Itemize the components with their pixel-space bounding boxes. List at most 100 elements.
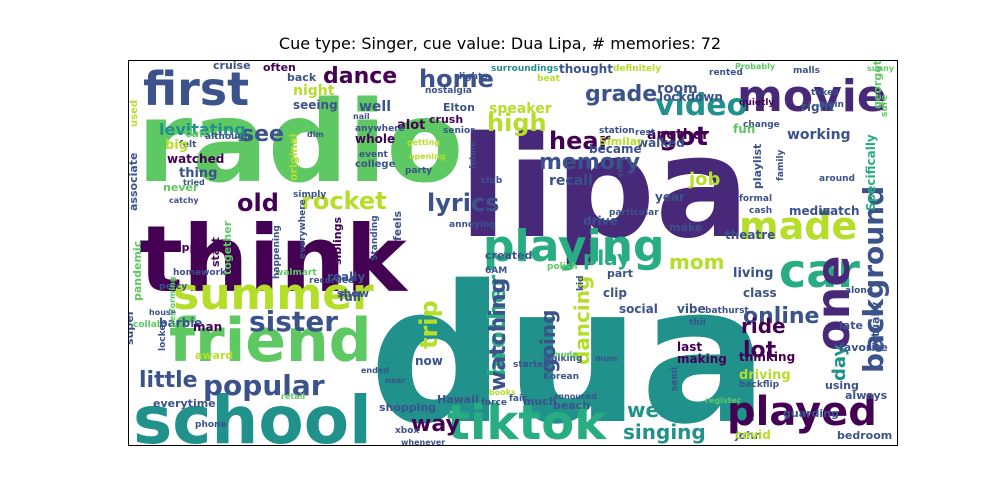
word-old: old <box>237 189 279 217</box>
word-main: main <box>819 100 844 110</box>
word-percy: percy <box>159 282 187 292</box>
word-walked: walked <box>637 136 685 150</box>
word-together: together <box>221 220 234 275</box>
word-korean: Korean <box>543 372 579 382</box>
word-working: working <box>787 127 851 143</box>
word-formal: formal <box>739 194 772 204</box>
word-walmart: walmart <box>275 268 317 278</box>
word-register: register <box>705 396 741 405</box>
figure-title: Cue type: Singer, cue value: Dua Lipa, #… <box>278 34 722 53</box>
word-day: day <box>829 345 850 381</box>
word-watched: watched <box>167 152 224 166</box>
word-trip: trip <box>415 300 443 349</box>
word-malls: malls <box>793 66 820 76</box>
word-performing: performing <box>168 276 177 327</box>
word-class: class <box>743 286 777 300</box>
word-polish: polish <box>547 262 578 272</box>
word-specifically: Specifically <box>864 134 878 211</box>
word-homework: homework <box>173 268 227 278</box>
word-john: john <box>734 429 762 442</box>
word-getting: getting <box>407 138 440 147</box>
word-ended: ended <box>361 366 389 375</box>
word-lights: lights <box>459 72 488 82</box>
word-georgetown: georgetown <box>871 61 884 109</box>
word-retail: retail <box>281 392 305 401</box>
word-job: job <box>688 169 721 190</box>
word-house: house <box>149 308 177 317</box>
word-back: back <box>287 71 317 84</box>
word-rest: rest <box>635 128 656 138</box>
word-thing: thing <box>179 166 218 181</box>
word-memory: memory <box>539 150 640 175</box>
word-bedroom: bedroom <box>837 429 892 442</box>
word-last: last <box>677 340 702 354</box>
word-opening: opening <box>409 152 446 161</box>
word-standing: Standing <box>370 215 380 261</box>
word-late: late <box>839 319 863 332</box>
word-everytime: everytime <box>153 397 216 410</box>
word-playlist: playlist <box>751 144 764 189</box>
word-fun: fun <box>733 122 755 136</box>
word-using: using <box>825 379 859 392</box>
word-hawaii: Hawaii <box>437 393 479 406</box>
word-station: station <box>599 126 635 136</box>
word-rocket: rocket <box>301 187 387 215</box>
word-cnet: cnet <box>616 157 625 177</box>
word-tried: tried <box>183 178 205 187</box>
word-feels: feels <box>391 211 404 241</box>
word-hear: hear <box>549 127 611 155</box>
word-6am: 6AM <box>485 266 507 276</box>
word-quietly: quietly <box>739 98 774 108</box>
word-social: social <box>619 302 658 316</box>
word-catchy: catchy <box>169 196 199 205</box>
word-radio: radio <box>137 78 463 208</box>
word-think: think <box>139 206 409 313</box>
word-became: became <box>589 142 642 156</box>
word-friend: friend <box>169 306 372 376</box>
word-anywhere: anywhere <box>355 124 405 134</box>
word-semi: semi <box>670 367 680 391</box>
word-watching: watching <box>486 278 511 391</box>
word-sunny: sunny <box>867 64 895 73</box>
word-nail: nail <box>353 112 370 121</box>
word-guarding: guarding <box>783 407 839 420</box>
word-happy: Happy <box>165 241 205 254</box>
word-force: force <box>481 398 507 408</box>
word-alot: alot <box>397 118 425 133</box>
word-really: really <box>327 270 365 284</box>
word-played: played <box>727 389 877 435</box>
word-singing: singing <box>623 420 706 444</box>
word-ride: ride <box>741 314 786 338</box>
word-little: little <box>139 368 198 393</box>
word-now: now <box>415 354 443 368</box>
word-surroundings: surroundings <box>491 64 558 74</box>
word-thinking: thinking <box>739 350 795 364</box>
word-popular: popular <box>203 369 325 402</box>
word-background: background <box>857 186 890 373</box>
word-came: came <box>185 127 218 140</box>
word-making: making <box>677 352 727 366</box>
word-actually: actually <box>869 302 882 351</box>
word-brother: brother <box>483 275 511 377</box>
word-first: first <box>143 62 249 116</box>
word-play: play <box>583 246 630 270</box>
word-simply: simply <box>293 190 326 200</box>
word-another: another <box>647 127 709 143</box>
word-party: party <box>405 166 432 176</box>
word-seeing: seeing <box>293 98 338 112</box>
word-elton: Elton <box>443 101 475 114</box>
word-night: night <box>293 83 335 99</box>
word-made: made <box>739 204 857 248</box>
word-dim: dim <box>307 130 324 139</box>
word-xbox: xbox <box>395 426 419 436</box>
word-grade: grade <box>585 82 657 107</box>
word-one: one <box>806 255 860 351</box>
word-nude: nude <box>555 350 578 359</box>
word-video: video <box>655 88 747 123</box>
word-walking: walking <box>543 354 582 364</box>
word-school: school <box>133 382 372 445</box>
word-original: original <box>287 134 300 181</box>
word-lockdown: lockdown <box>659 90 723 104</box>
word-used: used <box>129 100 140 127</box>
word-happening: happening <box>272 225 282 279</box>
